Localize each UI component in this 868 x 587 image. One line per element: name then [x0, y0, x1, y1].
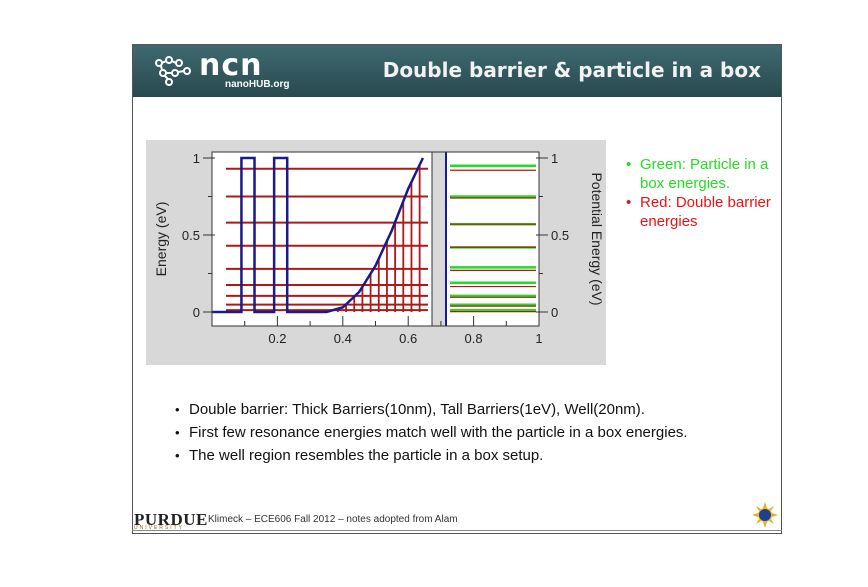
nanohub-logo-subtext: nanoHUB.org	[225, 79, 290, 90]
purdue-logo: PURDUE	[134, 510, 208, 529]
y-tick-label: 0	[193, 305, 200, 320]
plot-area-main	[212, 152, 432, 326]
bullet-item: • The well region resembles the particle…	[175, 446, 735, 465]
legend: • Green: Particle in a box energies. • R…	[625, 155, 785, 231]
legend-red-text: Red: Double barrier energies	[640, 194, 771, 230]
plot-area-right	[446, 152, 539, 326]
potential-profile-line	[212, 156, 425, 314]
x-tick-label: 0.4	[334, 331, 352, 346]
bullet-dot: •	[175, 425, 180, 440]
legend-bullet: •	[626, 194, 632, 211]
x-tick-label: 0.6	[399, 331, 417, 346]
y-tick-label-right: 1	[551, 151, 558, 166]
x-tick-label: 0.2	[268, 331, 286, 346]
y-tick-label: 0.5	[182, 228, 200, 243]
legend-green-text: Green: Particle in a box energies.	[640, 156, 769, 192]
bullet-text-3: The well region resembles the particle i…	[189, 447, 544, 464]
legend-green: • Green: Particle in a box energies.	[625, 155, 785, 193]
bullet-list: • Double barrier: Thick Barriers(10nm), …	[175, 400, 735, 469]
slide-header: ncn nanoHUB.org Double barrier & particl…	[133, 45, 781, 97]
y-tick-label-right: 0	[551, 305, 558, 320]
bullet-text-1: Double barrier: Thick Barriers(10nm), Ta…	[189, 401, 645, 418]
nsf-sun-logo-icon	[752, 502, 778, 528]
footer-divider	[132, 530, 782, 531]
legend-red: • Red: Double barrier energies	[625, 193, 785, 231]
x-tick-label: 1	[535, 331, 542, 346]
legend-bullet: •	[626, 156, 632, 173]
bullet-dot: •	[175, 448, 180, 463]
footer-credit: Klimeck – ECE606 Fall 2012 – notes adopt…	[208, 514, 458, 525]
molecule-logo-icon	[155, 56, 191, 86]
y-tick-label: 1	[193, 151, 200, 166]
x-tick-label: 0.8	[465, 331, 483, 346]
bullet-dot: •	[175, 402, 180, 417]
bullet-text-2: First few resonance energies match well …	[189, 424, 688, 441]
ncn-logo-text: ncn	[199, 48, 263, 83]
y-axis-label-right: Potential Energy (eV)	[589, 172, 605, 305]
purdue-logo-sub: UNIVERSITY	[134, 525, 185, 531]
bullet-item: • Double barrier: Thick Barriers(10nm), …	[175, 400, 735, 419]
bullet-item: • First few resonance energies match wel…	[175, 423, 735, 442]
y-axis-label: Energy (eV)	[153, 202, 169, 277]
y-tick-label-right: 0.5	[551, 228, 569, 243]
slide-title: Double barrier & particle in a box	[382, 58, 761, 82]
